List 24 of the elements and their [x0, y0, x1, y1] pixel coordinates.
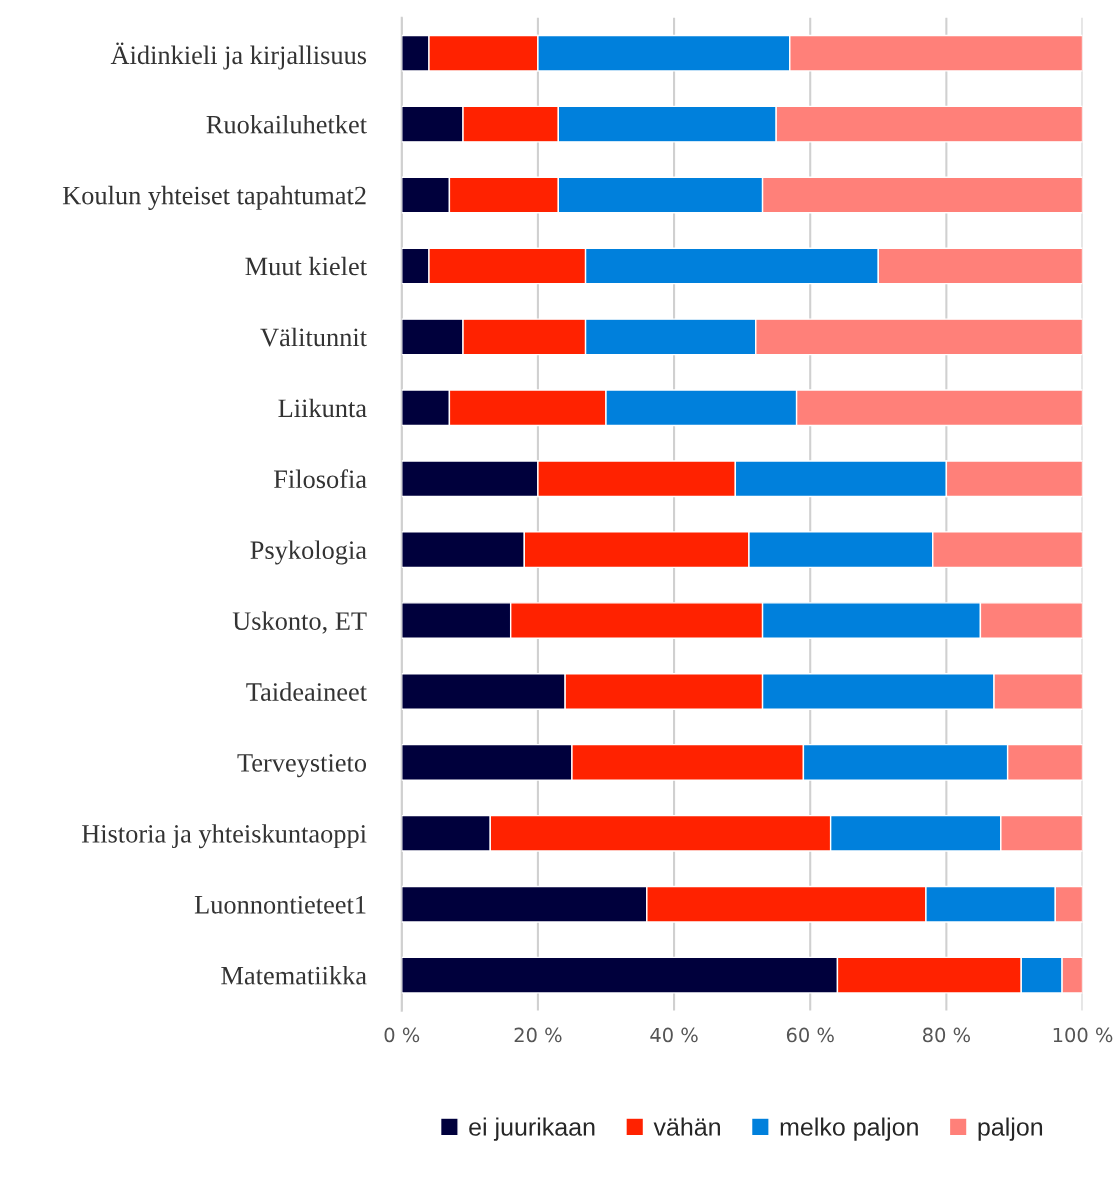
y-tick-label: Liikunta: [278, 398, 367, 418]
x-tick-label: 20 %: [514, 1027, 562, 1043]
y-tick-label: Uskonto, ET: [232, 611, 367, 634]
legend-label: vähän: [653, 1117, 720, 1136]
y-tick-label: Terveystieto: [237, 754, 367, 778]
y-tick-label: Matematiikka: [221, 965, 367, 985]
y-tick-label: Äidinkieli ja kirjallisuus: [110, 42, 367, 70]
y-tick-label: Filosofia: [273, 469, 367, 489]
x-tick-label: 100 %: [1053, 1027, 1113, 1043]
y-tick-label: Välitunnit: [260, 327, 367, 347]
y-tick-label: Taideaineet: [246, 682, 367, 701]
legend-label: paljon: [978, 1117, 1043, 1141]
y-tick-label: Historia ja yhteiskuntaoppi: [81, 824, 367, 849]
x-tick-label: 40 %: [650, 1027, 698, 1043]
x-tick-label: 80 %: [922, 1027, 970, 1043]
x-tick-label: 60 %: [786, 1027, 834, 1043]
y-tick-label: Ruokailuhetket: [206, 114, 367, 134]
y-tick-label: Koulun yhteiset tapahtumat2: [62, 185, 366, 210]
legend-label: melko paljon: [780, 1117, 918, 1141]
y-tick-label: Luonnontieteet1: [194, 895, 366, 914]
y-tick-label: Muut kielet: [245, 256, 367, 276]
y-tick-label: Psykologia: [250, 540, 367, 565]
legend-label: ei juurikaan: [469, 1117, 595, 1141]
x-tick-label: 0 %: [384, 1027, 420, 1043]
